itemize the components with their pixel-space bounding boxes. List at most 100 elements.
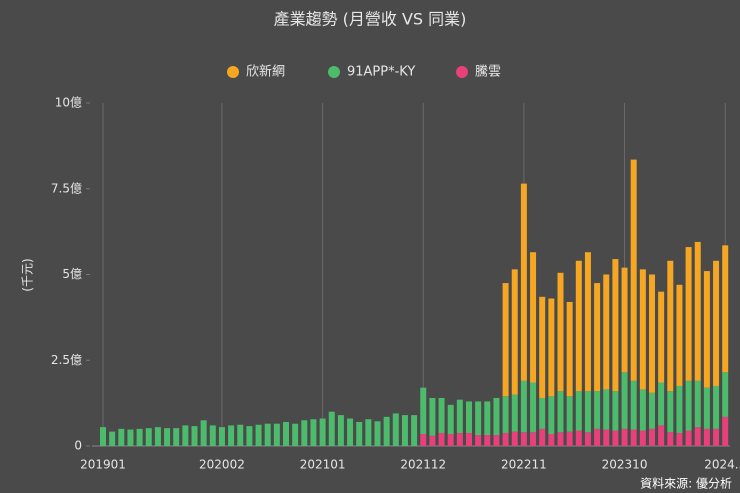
- y-tick-label: 0: [74, 439, 82, 453]
- x-tick-label: 2024...: [704, 458, 740, 472]
- bar-segment: [246, 426, 253, 446]
- legend-label[interactable]: 騰雲: [475, 64, 501, 80]
- bar-segment: [136, 428, 143, 446]
- bar-segment: [575, 430, 582, 446]
- bar-segment: [127, 429, 134, 446]
- bar-segment: [310, 419, 317, 446]
- bar-segment: [621, 372, 628, 429]
- bar-segment: [530, 432, 537, 446]
- bar-segment: [520, 380, 527, 433]
- bar-segment: [337, 415, 344, 446]
- bar-segment: [502, 396, 509, 433]
- bar-segment: [118, 428, 125, 446]
- bar-segment: [401, 415, 408, 446]
- x-tick-label: 202211: [501, 458, 547, 472]
- legend-marker[interactable]: [456, 66, 468, 78]
- bar-segment: [209, 425, 216, 446]
- bar-segment: [685, 247, 692, 381]
- bar-segment: [100, 427, 106, 446]
- bar-segment: [164, 428, 171, 446]
- bar-segment: [383, 416, 390, 446]
- x-tick-label: 202310: [602, 458, 648, 472]
- bar-segment: [557, 391, 564, 433]
- bar-segment: [475, 435, 482, 446]
- legend-label[interactable]: 欣新網: [246, 64, 285, 80]
- bar-segment: [694, 380, 701, 428]
- bar-segment: [539, 397, 546, 429]
- bar-segment: [145, 428, 152, 446]
- bar-segment: [520, 183, 527, 381]
- bar-segment: [685, 380, 692, 431]
- bar-segment: [722, 416, 729, 446]
- bar-segment: [347, 418, 354, 446]
- bar-segment: [530, 252, 537, 383]
- bar-segment: [438, 397, 445, 433]
- bar-segment: [603, 274, 610, 390]
- bar-segment: [713, 428, 720, 446]
- bar-segment: [676, 385, 683, 433]
- bar-segment: [484, 435, 491, 446]
- bar-segment: [466, 401, 472, 433]
- bar-segment: [447, 433, 454, 446]
- legend-marker[interactable]: [328, 66, 340, 78]
- bar-segment: [530, 382, 537, 433]
- bar-segment: [584, 252, 591, 392]
- bar-segment: [566, 301, 573, 397]
- bar-segment: [292, 423, 299, 446]
- bar-segment: [511, 269, 518, 395]
- bar-segment: [374, 421, 381, 446]
- bar-segment: [703, 271, 710, 388]
- bar-segment: [273, 423, 280, 446]
- bar-segment: [649, 392, 655, 429]
- bar-segment: [466, 432, 472, 446]
- bar-segment: [612, 430, 619, 446]
- bar-segment: [520, 432, 527, 446]
- bar-segment: [301, 420, 308, 446]
- bar-segment: [539, 296, 546, 398]
- bar-segment: [191, 426, 198, 446]
- bar-segment: [667, 260, 674, 392]
- bar-segment: [703, 428, 710, 446]
- bar-segment: [356, 421, 363, 446]
- bar-segment: [594, 283, 601, 392]
- bar-segment: [676, 432, 683, 446]
- bar-segment: [484, 401, 491, 436]
- y-tick-label: 5億: [62, 267, 82, 281]
- bar-segment: [667, 432, 674, 446]
- bar-segment: [237, 424, 244, 446]
- bar-segment: [667, 391, 674, 433]
- bar-segment: [539, 428, 546, 446]
- bar-segment: [603, 389, 610, 430]
- bar-segment: [511, 394, 518, 432]
- bar-segment: [447, 404, 454, 434]
- bar-segment: [493, 435, 500, 446]
- x-tick-label: 202101: [300, 458, 346, 472]
- bar-segment: [649, 428, 655, 446]
- bar-segment: [264, 423, 271, 446]
- legend-label[interactable]: 91APP*-KY: [347, 65, 415, 80]
- chart-title: 產業趨勢 (月營收 VS 同業): [274, 10, 467, 29]
- bar-segment: [630, 159, 637, 381]
- bar-segment: [548, 298, 555, 397]
- bar-segment: [109, 431, 116, 446]
- bar-segment: [639, 269, 646, 390]
- bar-segment: [420, 387, 427, 434]
- bar-segment: [328, 411, 335, 446]
- bar-segment: [694, 241, 701, 381]
- bar-segment: [283, 421, 289, 446]
- bar-segment: [438, 432, 445, 446]
- bar-segment: [154, 427, 161, 446]
- legend-marker[interactable]: [227, 66, 239, 78]
- bar-segment: [621, 267, 628, 373]
- bar-segment: [548, 433, 555, 446]
- bar-segment: [200, 420, 207, 446]
- bar-segment: [594, 428, 601, 446]
- bar-segment: [493, 397, 500, 436]
- bar-segment: [658, 382, 665, 426]
- bar-segment: [557, 272, 564, 392]
- bar-segment: [612, 391, 619, 431]
- bar-segment: [612, 259, 619, 392]
- bar-segment: [658, 425, 665, 446]
- bar-segment: [502, 283, 509, 397]
- bar-segment: [456, 432, 463, 446]
